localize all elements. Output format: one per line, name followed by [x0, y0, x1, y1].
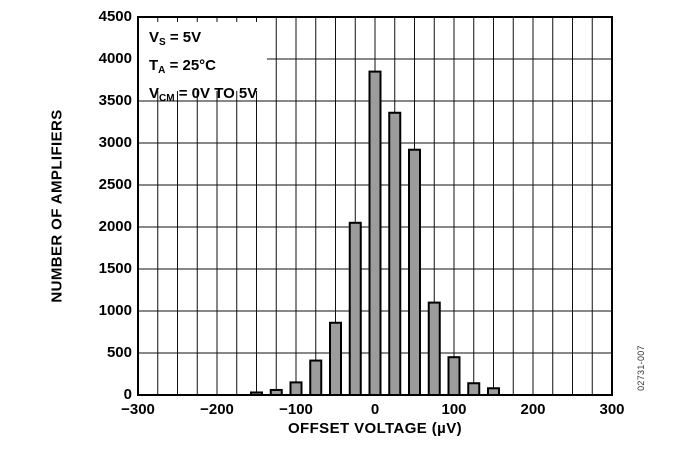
x-tick-label: −200	[200, 401, 234, 418]
y-tick-label: 2500	[98, 176, 132, 193]
figure-number-watermark: 02731-007	[636, 345, 646, 391]
y-axis-title: NUMBER OF AMPLIFIERS	[48, 109, 66, 303]
y-tick-label: 4000	[98, 50, 132, 67]
histogram-bar	[467, 382, 481, 396]
x-tick-label: −100	[279, 401, 313, 418]
annotation-line-ta: TA = 25°C	[149, 57, 217, 76]
y-tick-label: 4500	[98, 8, 132, 25]
y-tick-label: 1500	[98, 260, 132, 277]
histogram-bar	[408, 148, 421, 396]
test-conditions-annotation: VS = 5V TA = 25°C VCM = 0V TO 5V	[149, 26, 257, 110]
y-tick-label: 0	[123, 386, 132, 403]
plot-border	[137, 16, 613, 396]
annotation-backing	[139, 22, 267, 91]
histogram-bar	[309, 359, 323, 396]
histogram-bar	[329, 321, 342, 397]
x-tick-label: 300	[599, 401, 625, 418]
y-tick-label: 2000	[98, 218, 132, 235]
histogram-bar	[348, 221, 362, 396]
annotation-line-vs: VS = 5V	[149, 29, 202, 48]
histogram-bar	[289, 381, 303, 396]
x-tick-label: 0	[370, 401, 380, 418]
x-axis-title: OFFSET VOLTAGE (µV)	[287, 420, 463, 437]
y-tick-label: 3000	[98, 134, 132, 151]
annotation-line-vcm: VCM = 0V TO 5V	[149, 85, 258, 104]
x-tick-label: −300	[121, 401, 155, 418]
y-tick-label: 3500	[98, 92, 132, 109]
histogram-bar	[388, 111, 402, 396]
histogram-bar	[427, 301, 441, 397]
histogram-bar	[368, 70, 382, 396]
x-tick-label: 200	[520, 401, 546, 418]
y-tick-label: 1000	[98, 302, 132, 319]
histogram-bar	[447, 356, 461, 397]
histogram-bar	[487, 387, 500, 396]
x-tick-label: 100	[441, 401, 467, 418]
y-tick-label: 500	[106, 344, 132, 361]
